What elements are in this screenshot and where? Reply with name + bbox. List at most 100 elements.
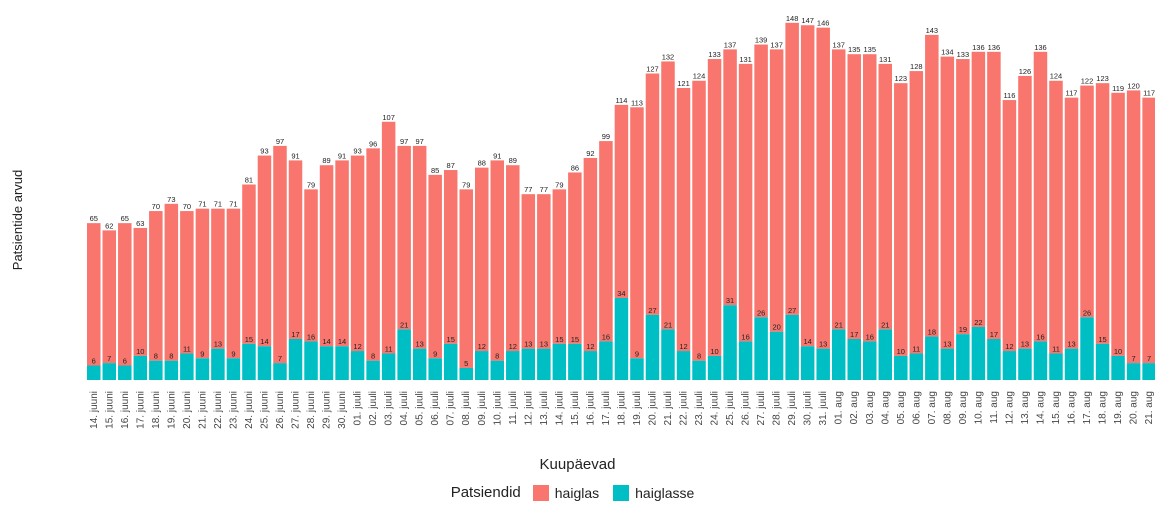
x-tick-label: 20. aug [1129,391,1140,424]
x-tick-label: 14. juuni [89,391,100,429]
bar-haiglasse [956,334,970,380]
data-label-haiglasse: 27 [648,306,656,315]
data-label-haiglas: 93 [353,147,361,156]
data-label-haiglasse: 7 [278,354,282,363]
x-axis-title: Kuupäevad [539,456,616,473]
x-tick-label: 16. aug [1067,391,1078,424]
x-tick-label: 12. juuli [523,391,534,425]
data-label-haiglasse: 11 [912,344,920,353]
data-label-haiglas: 124 [1050,72,1063,81]
x-tick-label: 21. aug [1144,391,1155,424]
data-label-haiglasse: 9 [200,349,204,358]
data-label-haiglasse: 22 [974,318,982,327]
data-label-haiglas: 131 [879,55,892,64]
data-label-haiglasse: 7 [1147,354,1151,363]
data-label-haiglas: 113 [631,98,643,107]
bar-haiglas [676,87,691,352]
bar-haiglasse [195,358,210,380]
data-label-haiglasse: 12 [509,342,517,351]
data-label-haiglasse: 5 [464,359,468,368]
bar-haiglas [785,22,799,315]
data-label-haiglas: 137 [832,40,845,49]
bar-haiglas [707,59,722,356]
data-label-haiglas: 93 [260,147,268,156]
bar-haiglasse [583,351,598,380]
data-label-haiglas: 127 [646,65,659,74]
bar-haiglas [304,189,318,342]
bar-haiglasse [149,360,163,380]
bar-haiglasse [273,363,287,380]
x-tick-label: 09. aug [958,391,969,424]
x-tick-label: 08. aug [942,391,953,424]
bar-haiglasse [412,348,427,380]
data-label-haiglasse: 8 [154,352,158,361]
data-label-haiglasse: 13 [819,340,827,349]
bar-haiglas [537,194,551,349]
bar-haiglas [987,51,1001,339]
bar-haiglas [87,223,101,366]
data-label-haiglas: 65 [121,214,129,223]
x-tick-label: 07. juuli [446,391,457,425]
bar-haiglas [1033,51,1048,342]
bar-haiglasse [925,336,939,380]
bar-haiglas [381,121,396,354]
data-label-haiglas: 70 [183,202,191,211]
data-label-haiglasse: 13 [524,340,532,349]
x-tick-label: 28. juuni [306,391,317,429]
y-axis-title-container: Patsientide arvud [2,120,32,320]
data-label-haiglas: 133 [708,50,721,59]
bar-haiglas [925,34,939,337]
bar-haiglasse [754,317,768,380]
bar-haiglas [909,71,924,354]
bar-haiglas [350,155,365,352]
x-tick-label: 13. aug [1020,391,1031,424]
x-tick-label: 02. juuli [368,391,379,425]
bar-haiglasse [785,314,799,380]
bar-haiglasse [738,341,753,380]
bar-haiglasse [242,343,256,380]
bar-haiglas [459,189,473,368]
x-tick-label: 10. juuli [492,391,503,425]
data-label-haiglasse: 16 [1036,332,1044,341]
x-tick-label: 26. juuni [275,391,286,429]
data-label-haiglasse: 34 [617,289,625,298]
bar-haiglasse [133,355,148,380]
bar-haiglasse [1049,353,1063,380]
legend-label-haiglas: haiglas [554,484,600,501]
bar-haiglas [863,54,877,342]
data-label-haiglasse: 12 [679,342,687,351]
bar-haiglasse [226,358,241,380]
bar-haiglas [583,157,598,352]
x-tick-label: 02. aug [849,391,860,424]
bar-haiglasse [987,338,1001,380]
data-label-haiglasse: 14 [322,337,330,346]
data-label-haiglas: 123 [1096,74,1109,83]
x-tick-label: 06. aug [911,391,922,424]
x-tick-label: 10. aug [973,391,984,424]
x-tick-label: 14. juuli [554,391,565,425]
x-tick-label: 23. juuli [694,391,705,425]
data-label-haiglas: 120 [1127,81,1140,90]
x-tick-label: 01. juuli [353,391,364,425]
x-tick-label: 25. juuli [725,391,736,425]
bar-haiglasse [257,346,272,380]
bar-haiglasse [319,346,334,380]
bar-haiglas [335,160,349,347]
data-label-haiglas: 85 [431,166,439,175]
data-label-haiglasse: 13 [415,340,423,349]
bar-haiglasse [428,358,442,380]
bar-haiglas [195,208,210,359]
data-label-haiglasse: 16 [866,332,874,341]
bar-haiglasse [971,326,986,380]
bar-haiglasse [506,351,520,380]
data-label-haiglas: 81 [245,176,253,185]
bar-haiglas [397,145,411,330]
bar-haiglas [273,145,287,364]
data-label-haiglas: 97 [276,137,284,146]
x-tick-label: 03. juuli [384,391,395,425]
data-label-haiglas: 92 [586,149,594,158]
data-label-haiglas: 146 [817,19,830,28]
bar-haiglasse [1080,317,1094,380]
data-label-haiglas: 139 [755,36,768,45]
legend-swatch-haiglas [532,484,549,501]
